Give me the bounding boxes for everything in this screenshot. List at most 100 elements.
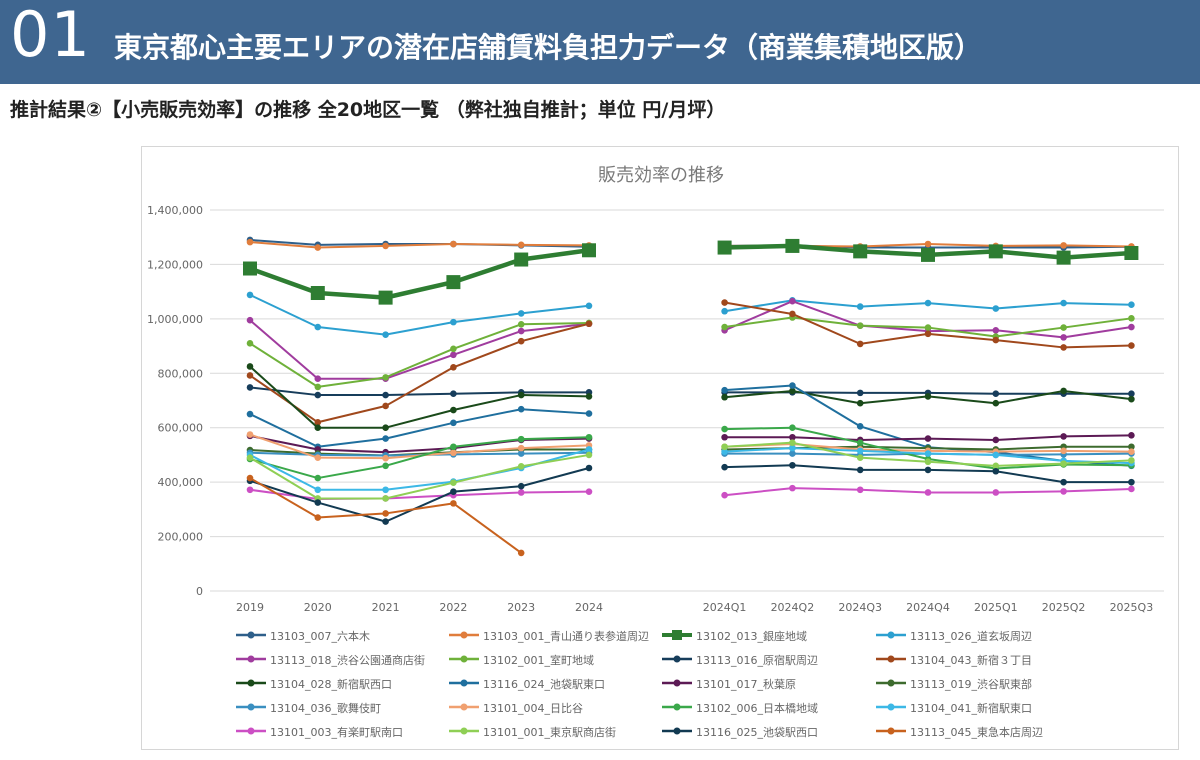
data-point	[1128, 342, 1135, 349]
section-number: 01	[10, 0, 91, 71]
series-line	[246, 474, 525, 557]
data-point	[585, 393, 593, 400]
header-bar: 01 東京都心主要エリアの潜在店舗賃料負担力データ（商業集積地区版）	[0, 0, 1200, 84]
data-point	[517, 463, 525, 470]
y-tick-label: 1,400,000	[147, 204, 203, 217]
x-tick-label: 2019	[236, 601, 264, 614]
series-path	[249, 241, 590, 249]
data-point	[582, 243, 596, 258]
data-point	[243, 261, 257, 276]
data-point	[992, 451, 1000, 459]
data-point	[924, 450, 932, 457]
data-point	[789, 461, 796, 469]
data-point	[924, 489, 932, 496]
data-point	[789, 424, 796, 432]
data-point	[446, 275, 461, 290]
data-point	[314, 499, 322, 506]
data-point	[517, 444, 525, 452]
data-point	[856, 399, 864, 407]
data-point	[789, 387, 796, 395]
data-point	[310, 286, 325, 301]
data-point	[924, 435, 932, 442]
data-point	[992, 462, 1000, 470]
data-point	[1060, 447, 1067, 455]
data-point	[785, 238, 800, 253]
data-point	[585, 433, 593, 441]
data-point	[789, 310, 796, 318]
data-point	[314, 323, 322, 331]
data-point	[1060, 460, 1067, 467]
chart-title: 販売効率の推移	[598, 165, 724, 186]
data-point	[789, 297, 796, 305]
data-point	[721, 323, 728, 331]
series-line	[246, 461, 1135, 525]
series-path	[249, 386, 589, 397]
legend-label: 13102_001_室町地域	[483, 654, 594, 667]
data-point	[517, 405, 525, 413]
data-point	[246, 238, 254, 246]
data-point	[450, 488, 457, 495]
data-point	[314, 391, 322, 399]
data-point	[924, 458, 932, 466]
data-point	[585, 488, 593, 495]
data-point	[246, 340, 254, 347]
legend-label: 13113_018_渋谷公園通商店街	[270, 654, 425, 667]
legend-swatch	[876, 631, 906, 639]
series-path	[249, 467, 590, 523]
data-point	[382, 424, 389, 432]
legend-swatch	[236, 631, 266, 639]
data-point	[514, 252, 529, 267]
legend-swatch	[236, 679, 266, 687]
legend-label: 13113_016_原宿駅周辺	[696, 654, 818, 667]
data-point	[517, 241, 525, 249]
legend-label: 13116_025_池袋駅西口	[696, 726, 818, 739]
legend-label: 13113_019_渋谷駅東部	[910, 678, 1032, 691]
data-point	[517, 435, 525, 443]
data-point	[1128, 323, 1135, 331]
data-point	[450, 500, 457, 507]
legend-label: 13113_026_道玄坂周辺	[910, 630, 1032, 643]
series-line	[246, 484, 1135, 503]
data-point	[721, 443, 728, 451]
data-point	[450, 390, 457, 397]
data-point	[450, 318, 457, 326]
series-path	[249, 365, 590, 429]
data-point	[1128, 432, 1135, 439]
data-point	[517, 321, 525, 328]
data-point	[314, 244, 322, 251]
data-point	[856, 454, 864, 461]
data-point	[1128, 395, 1135, 403]
data-point	[314, 383, 322, 391]
legend-label: 13104_028_新宿駅西口	[270, 678, 392, 691]
series-path	[249, 321, 590, 388]
chart-legend: 13103_007_六本木 13103_001_青山通り表参道周辺 13102_01…	[236, 626, 1166, 746]
x-tick-label: 2024	[575, 601, 603, 614]
data-point	[314, 418, 322, 426]
series-line	[246, 439, 1135, 502]
data-point	[517, 482, 525, 490]
data-point	[314, 424, 322, 432]
data-point	[246, 486, 254, 494]
data-point	[585, 320, 593, 328]
data-point	[721, 433, 728, 441]
series-line	[243, 238, 1139, 305]
data-point	[856, 389, 864, 397]
data-point	[246, 410, 254, 418]
data-point	[1128, 457, 1135, 464]
y-tick-label: 200,000	[158, 531, 204, 544]
chart-gridlines	[210, 209, 1164, 592]
data-point	[992, 436, 1000, 444]
series-line	[246, 384, 1135, 399]
data-point	[450, 479, 457, 486]
data-point	[789, 444, 796, 452]
plot-series	[243, 236, 1139, 557]
x-tick-label: 2024Q2	[771, 601, 815, 614]
data-point	[246, 363, 254, 370]
data-point	[924, 393, 932, 400]
data-point	[517, 337, 525, 345]
legend-label: 13104_036_歌舞伎町	[270, 702, 381, 715]
data-point	[450, 449, 457, 457]
data-point	[517, 489, 525, 496]
data-point	[1128, 485, 1135, 493]
legend-label: 13103_007_六本木	[270, 630, 370, 643]
